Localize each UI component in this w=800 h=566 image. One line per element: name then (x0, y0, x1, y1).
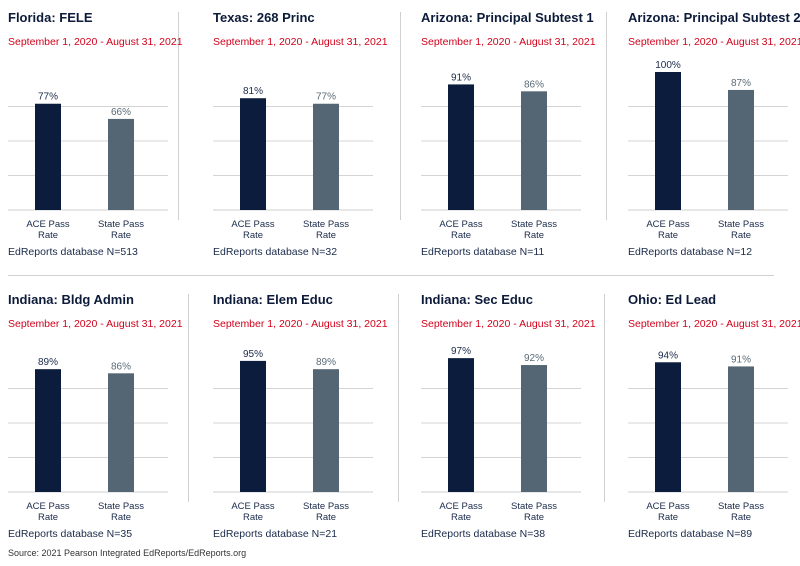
chart-subtitle: September 1, 2020 - August 31, 2021 (8, 36, 183, 48)
chart-title: Florida: FELE (8, 10, 93, 25)
chart-subtitle: September 1, 2020 - August 31, 2021 (628, 318, 800, 330)
chart-title: Arizona: Principal Subtest 1 (421, 10, 594, 25)
chart-subtitle: September 1, 2020 - August 31, 2021 (628, 36, 800, 48)
bar-chart: 91% ACE Pass Rate 86% State Pass Rate (421, 72, 581, 241)
sample-size-note: EdReports database N=35 (8, 528, 133, 540)
category-label: ACE Pass Rate (439, 501, 483, 523)
panel-divider (604, 294, 605, 502)
data-label: 91% (731, 354, 751, 365)
source-note: Source: 2021 Pearson Integrated EdReport… (8, 548, 247, 558)
data-label: 86% (524, 79, 544, 90)
sample-size-note: EdReports database N=513 (8, 246, 138, 258)
category-label: State Pass Rate (303, 501, 349, 523)
sample-size-note: EdReports database N=32 (213, 246, 338, 258)
bar-chart: 97% ACE Pass Rate 92% State Pass Rate (421, 346, 581, 523)
state-pass-rate-bar (521, 91, 547, 210)
chart-title: Indiana: Bldg Admin (8, 292, 134, 307)
chart-panel: Florida: FELE September 1, 2020 - August … (8, 10, 183, 270)
state-pass-rate-bar (108, 373, 134, 492)
data-label: 77% (316, 92, 336, 103)
category-label: State Pass Rate (511, 501, 557, 523)
category-label: State Pass Rate (98, 501, 144, 523)
bar-chart: 100% ACE Pass Rate 87% State Pass Rate (628, 60, 788, 241)
chart-panel: Arizona: Principal Subtest 1 September 1,… (421, 10, 596, 270)
chart-panel: Indiana: Bldg Admin September 1, 2020 - A… (8, 292, 183, 552)
category-label: ACE Pass Rate (646, 219, 690, 241)
chart-panel: Arizona: Principal Subtest 2 September 1,… (628, 10, 800, 270)
data-label: 94% (658, 350, 678, 361)
data-label: 97% (451, 346, 471, 357)
chart-panel: Indiana: Sec Educ September 1, 2020 - Aug… (421, 292, 596, 552)
category-label: ACE Pass Rate (26, 219, 70, 241)
sample-size-note: EdReports database N=38 (421, 528, 546, 540)
category-label: ACE Pass Rate (231, 501, 275, 523)
data-label: 89% (316, 357, 336, 368)
sample-size-note: EdReports database N=89 (628, 528, 753, 540)
state-pass-rate-bar (313, 103, 339, 210)
chart-title: Texas: 268 Princ (213, 10, 315, 25)
panel-divider (398, 294, 399, 502)
ace-pass-rate-bar (448, 358, 474, 492)
panel-divider (400, 12, 401, 220)
chart-subtitle: September 1, 2020 - August 31, 2021 (213, 318, 388, 330)
chart-panel: Ohio: Ed Lead September 1, 2020 - August … (628, 292, 800, 552)
data-label: 91% (451, 72, 471, 83)
ace-pass-rate-bar (448, 84, 474, 210)
bar-chart: 95% ACE Pass Rate 89% State Pass Rate (213, 349, 373, 523)
ace-pass-rate-bar (655, 72, 681, 210)
chart-title: Ohio: Ed Lead (628, 292, 717, 307)
ace-pass-rate-bar (35, 103, 61, 210)
bar-chart: 89% ACE Pass Rate 86% State Pass Rate (8, 357, 168, 523)
chart-subtitle: September 1, 2020 - August 31, 2021 (421, 36, 596, 48)
category-label: ACE Pass Rate (439, 219, 483, 241)
category-label: State Pass Rate (511, 219, 557, 241)
sample-size-note: EdReports database N=12 (628, 246, 753, 258)
bar-chart: 81% ACE Pass Rate 77% State Pass Rate (213, 86, 373, 241)
row-divider (8, 275, 774, 276)
category-label: State Pass Rate (303, 219, 349, 241)
panel-divider (178, 12, 179, 220)
data-label: 81% (243, 86, 263, 97)
data-label: 77% (38, 92, 58, 103)
chart-subtitle: September 1, 2020 - August 31, 2021 (421, 318, 596, 330)
data-label: 100% (655, 60, 681, 71)
category-label: ACE Pass Rate (26, 501, 70, 523)
data-label: 95% (243, 349, 263, 360)
state-pass-rate-bar (728, 89, 754, 210)
category-label: State Pass Rate (718, 501, 764, 523)
sample-size-note: EdReports database N=11 (421, 246, 545, 258)
category-label: ACE Pass Rate (231, 219, 275, 241)
state-pass-rate-bar (728, 366, 754, 492)
chart-panel: Texas: 268 Princ September 1, 2020 - Augu… (213, 10, 388, 270)
chart-subtitle: September 1, 2020 - August 31, 2021 (213, 36, 388, 48)
bar-chart: 94% ACE Pass Rate 91% State Pass Rate (628, 350, 788, 523)
data-label: 86% (111, 361, 131, 372)
state-pass-rate-bar (108, 118, 134, 210)
panel-divider (606, 12, 607, 220)
chart-title: Indiana: Sec Educ (421, 292, 533, 307)
chart-panel: Indiana: Elem Educ September 1, 2020 - Au… (213, 292, 388, 552)
ace-pass-rate-bar (240, 360, 266, 492)
chart-subtitle: September 1, 2020 - August 31, 2021 (8, 318, 183, 330)
state-pass-rate-bar (313, 369, 339, 492)
panel-divider (188, 294, 189, 502)
state-pass-rate-bar (521, 365, 547, 492)
category-label: ACE Pass Rate (646, 501, 690, 523)
ace-pass-rate-bar (655, 362, 681, 492)
data-label: 89% (38, 357, 58, 368)
data-label: 87% (731, 78, 751, 89)
data-label: 66% (111, 107, 131, 118)
bar-chart: 77% ACE Pass Rate 66% State Pass Rate (8, 92, 168, 241)
chart-title: Arizona: Principal Subtest 2 (628, 10, 800, 25)
chart-title: Indiana: Elem Educ (213, 292, 333, 307)
category-label: State Pass Rate (98, 219, 144, 241)
category-label: State Pass Rate (718, 219, 764, 241)
ace-pass-rate-bar (35, 369, 61, 492)
data-label: 92% (524, 353, 544, 364)
ace-pass-rate-bar (240, 98, 266, 210)
sample-size-note: EdReports database N=21 (213, 528, 338, 540)
